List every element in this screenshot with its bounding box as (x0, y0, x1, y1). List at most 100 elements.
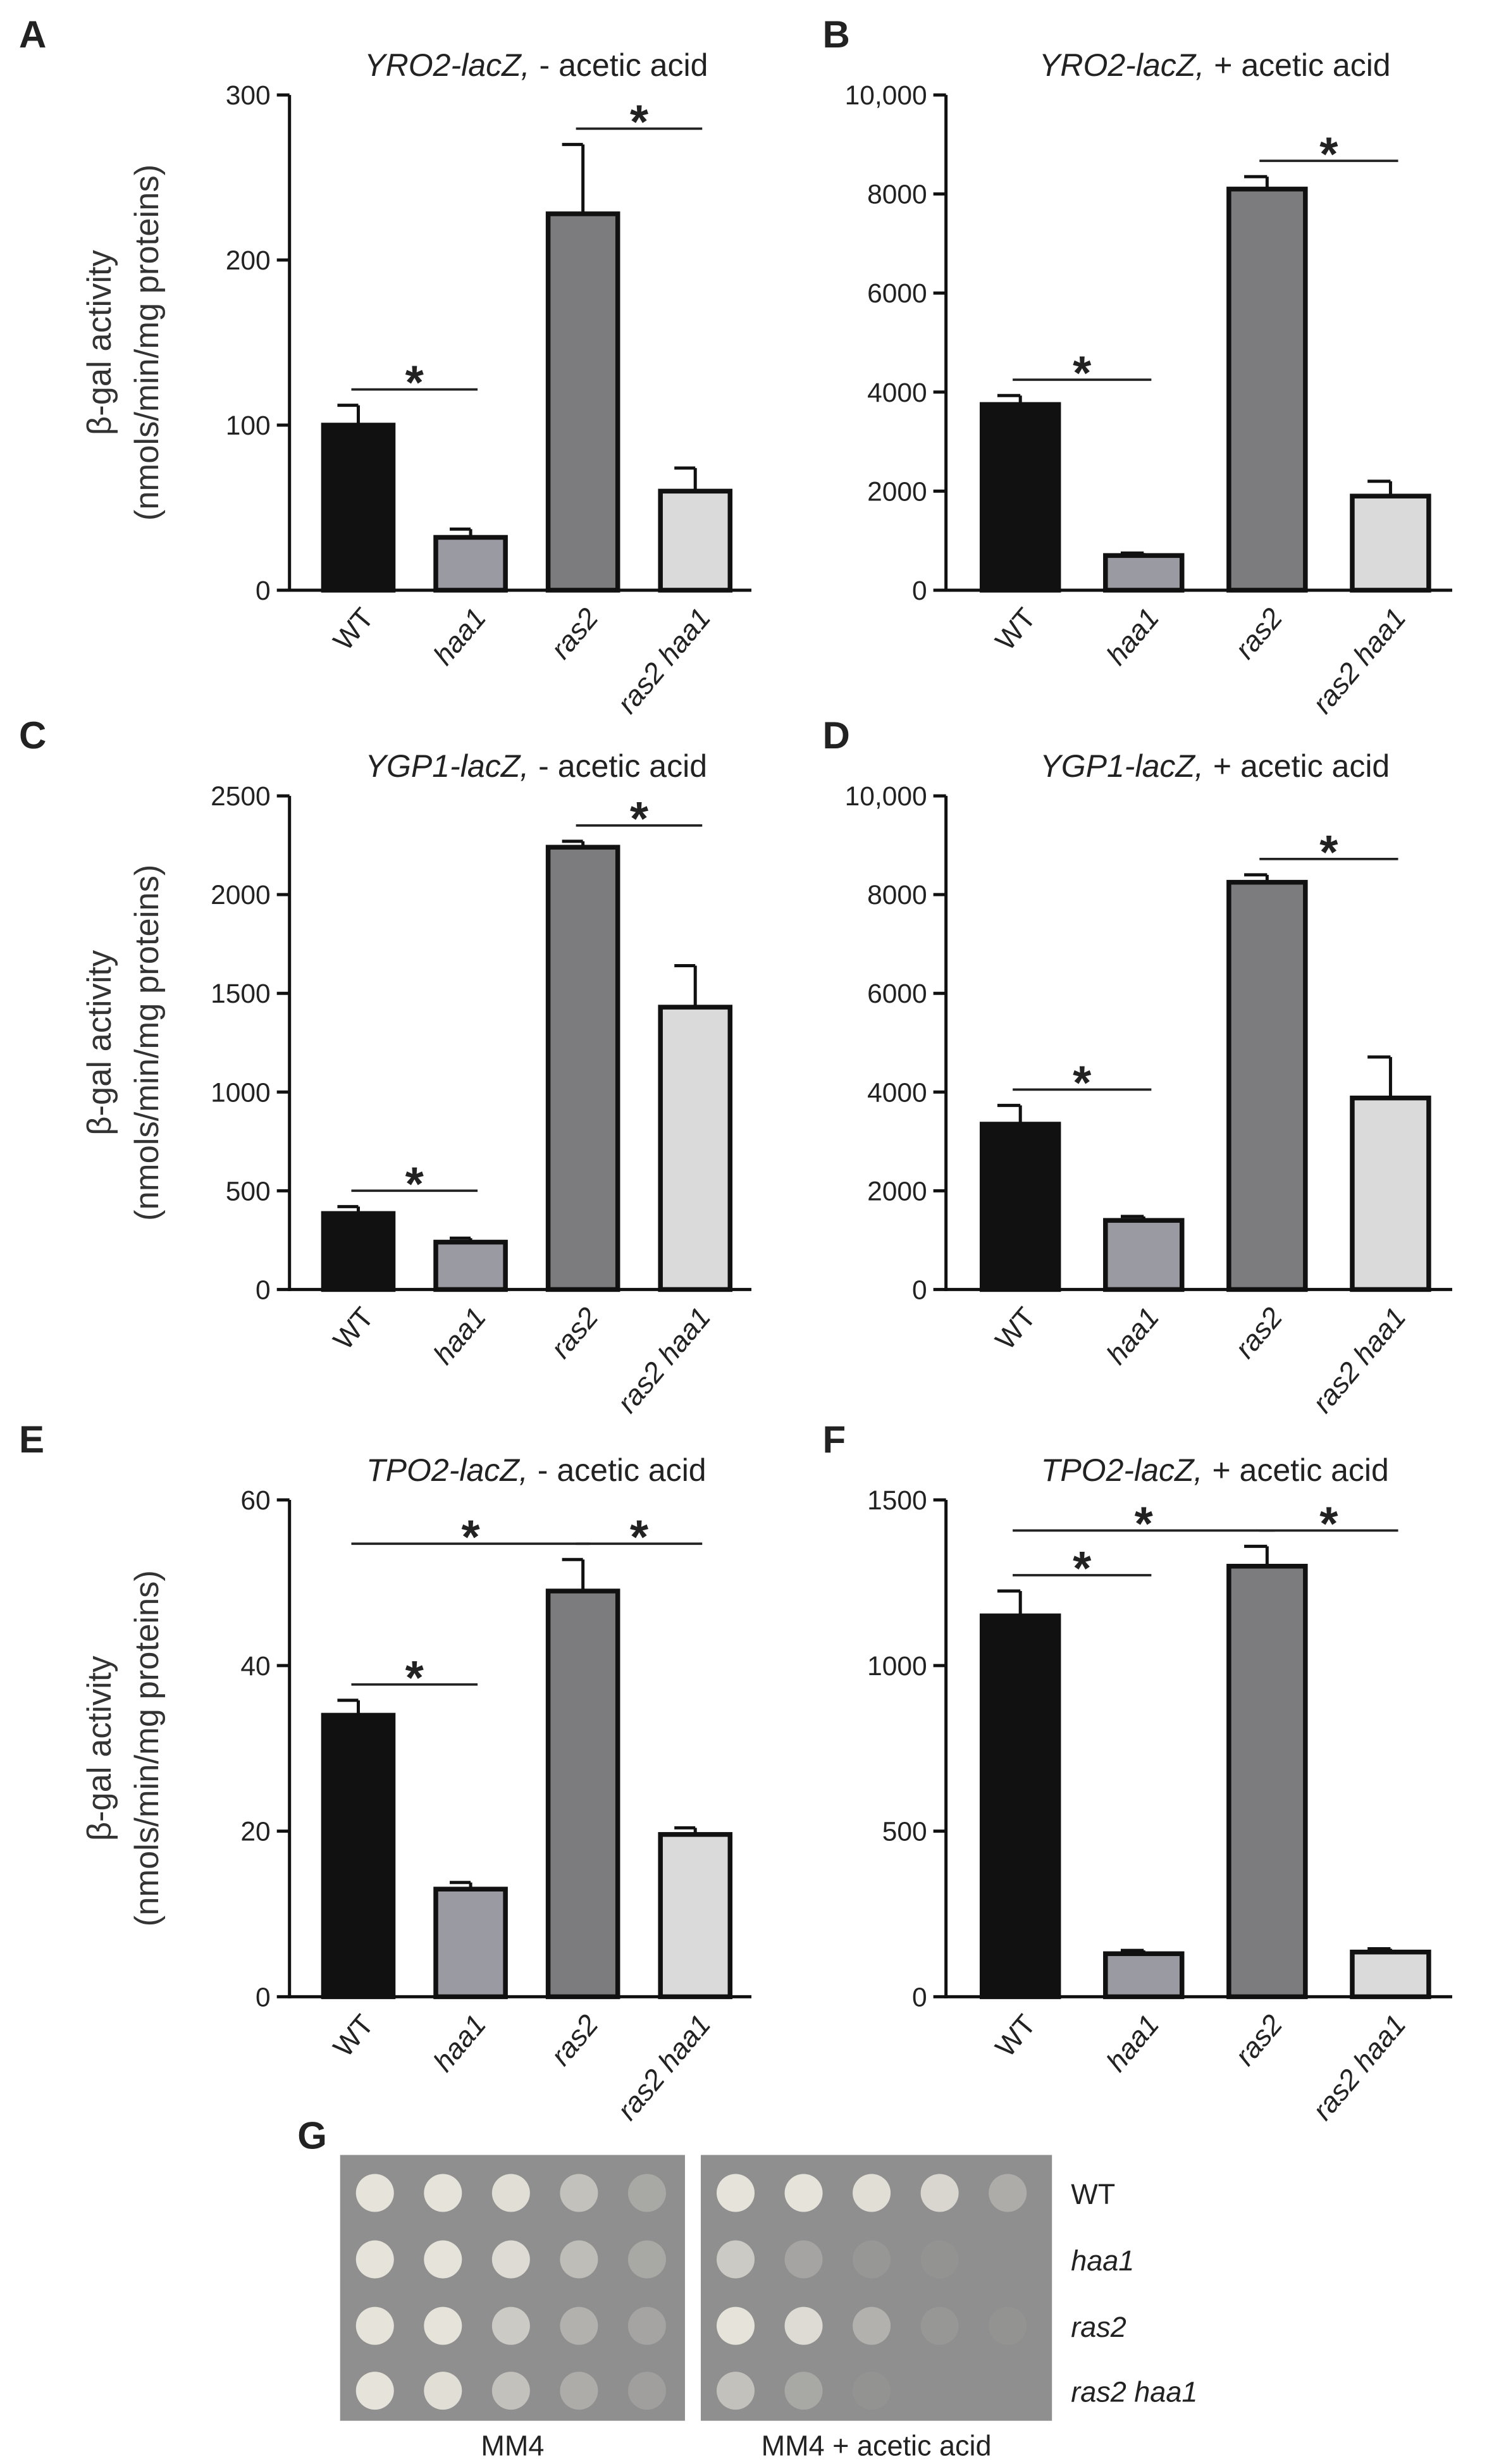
panel-letter: C (19, 714, 46, 757)
x-tick-label: WT (327, 602, 380, 656)
chart-title: TPO2-lacZ, - acetic acid (366, 1452, 706, 1488)
y-axis-label: (nmols/min/mg proteins) (128, 865, 166, 1221)
title-gene: YRO2-lacZ, (1039, 47, 1204, 83)
title-condition: - acetic acid (540, 47, 708, 83)
yeast-spot (627, 2372, 666, 2410)
significance-star: * (1319, 826, 1338, 879)
significance-star: * (1073, 1056, 1092, 1109)
significance-star: * (1073, 346, 1092, 399)
y-tick-label: 6000 (867, 279, 927, 309)
x-tick-label: ras2 haa1 (1306, 2009, 1412, 2126)
x-tick-label: WT (989, 2009, 1042, 2063)
yeast-spot (784, 2174, 823, 2212)
significance-star: * (1073, 1542, 1092, 1595)
title-gene: YRO2-lacZ, (364, 47, 529, 83)
title-condition: + acetic acid (1213, 748, 1390, 784)
x-tick-label: haa1 (427, 1301, 492, 1370)
y-axis-label: β-gal activity (81, 1656, 118, 1842)
significance-star: * (1135, 1497, 1154, 1550)
significance-star: * (405, 356, 424, 409)
y-tick-label: 1000 (867, 1652, 927, 1681)
y-tick-label: 2000 (867, 477, 927, 507)
yeast-spot (627, 2174, 666, 2212)
bar (658, 1005, 733, 1292)
yeast-spot (424, 2306, 462, 2345)
bar (1226, 1564, 1308, 2000)
y-tick-label: 10,000 (845, 81, 927, 111)
yeast-spot (424, 2372, 462, 2410)
y-axis-label: β-gal activity (81, 950, 118, 1136)
bar (433, 1886, 508, 2000)
bar (658, 1832, 733, 2000)
x-tick-label: ras2 haa1 (611, 1301, 717, 1419)
bar (1350, 493, 1431, 593)
chart-title: YRO2-lacZ, + acetic acid (1039, 47, 1391, 83)
yeast-spot (627, 2306, 666, 2345)
yeast-spot (491, 2372, 530, 2410)
yeast-spot (920, 2240, 959, 2279)
bar (321, 1211, 396, 1292)
bar (545, 211, 620, 593)
yeast-spot (627, 2240, 666, 2279)
x-tick-label: ras2 (1228, 602, 1288, 665)
x-tick-label: WT (327, 1301, 380, 1356)
bar (1350, 1095, 1431, 1292)
x-tick-label: ras2 haa1 (1306, 1301, 1412, 1419)
yeast-spot (853, 2174, 891, 2212)
plate-label: MM4 (481, 2430, 544, 2462)
y-axis-label: β-gal activity (81, 249, 118, 435)
significance-star: * (630, 792, 649, 845)
x-tick-label: ras2 haa1 (611, 2009, 717, 2126)
x-tick-label: ras2 (544, 602, 604, 665)
x-tick-label: haa1 (427, 2009, 492, 2077)
yeast-spot (491, 2174, 530, 2212)
title-condition: + acetic acid (1212, 1452, 1388, 1488)
significance-star: * (405, 1157, 424, 1210)
significance-star: * (1319, 1497, 1338, 1550)
y-tick-label: 100 (226, 411, 271, 441)
chart-title: TPO2-lacZ, + acetic acid (1041, 1452, 1389, 1488)
strain-label: ras2 haa1 (1071, 2376, 1197, 2408)
significance-star: * (630, 1510, 649, 1563)
y-axis-label: (nmols/min/mg proteins) (128, 1570, 166, 1926)
yeast-spot (853, 2372, 891, 2410)
bar (1226, 187, 1308, 593)
y-tick-label: 1500 (211, 979, 271, 1009)
y-tick-label: 6000 (867, 979, 927, 1009)
yeast-spot (355, 2372, 394, 2410)
bar (1226, 879, 1308, 1292)
yeast-spot (920, 2174, 959, 2212)
x-tick-label: ras2 (1228, 1301, 1288, 1365)
chart-title: YGP1-lacZ, - acetic acid (366, 748, 707, 784)
yeast-spot (560, 2306, 598, 2345)
strain-label: ras2 (1071, 2311, 1126, 2343)
significance-star: * (630, 95, 649, 148)
x-tick-label: ras2 (1228, 2009, 1288, 2072)
yeast-spot (784, 2240, 823, 2279)
panel-letter: A (19, 13, 46, 56)
y-tick-label: 1500 (867, 1486, 927, 1516)
bar (321, 423, 396, 593)
significance-star: * (461, 1510, 480, 1563)
yeast-spot (784, 2372, 823, 2410)
x-tick-label: WT (989, 1301, 1042, 1356)
yeast-spot (784, 2306, 823, 2345)
bar (433, 535, 508, 593)
yeast-spot (355, 2240, 394, 2279)
yeast-spot (716, 2240, 755, 2279)
yeast-spot (491, 2240, 530, 2279)
x-tick-label: haa1 (1100, 602, 1165, 671)
plate-label: MM4 + acetic acid (762, 2430, 992, 2462)
y-tick-label: 0 (912, 1983, 927, 2012)
panel-letter: B (823, 13, 850, 56)
y-tick-label: 0 (256, 576, 271, 606)
yeast-spot (989, 2174, 1027, 2212)
x-tick-label: ras2 (544, 2009, 604, 2072)
bar (1103, 1951, 1185, 2000)
yeast-spot (491, 2306, 530, 2345)
y-tick-label: 0 (912, 1275, 927, 1305)
strain-label: WT (1071, 2178, 1115, 2210)
bar (658, 488, 733, 593)
y-tick-label: 4000 (867, 378, 927, 408)
